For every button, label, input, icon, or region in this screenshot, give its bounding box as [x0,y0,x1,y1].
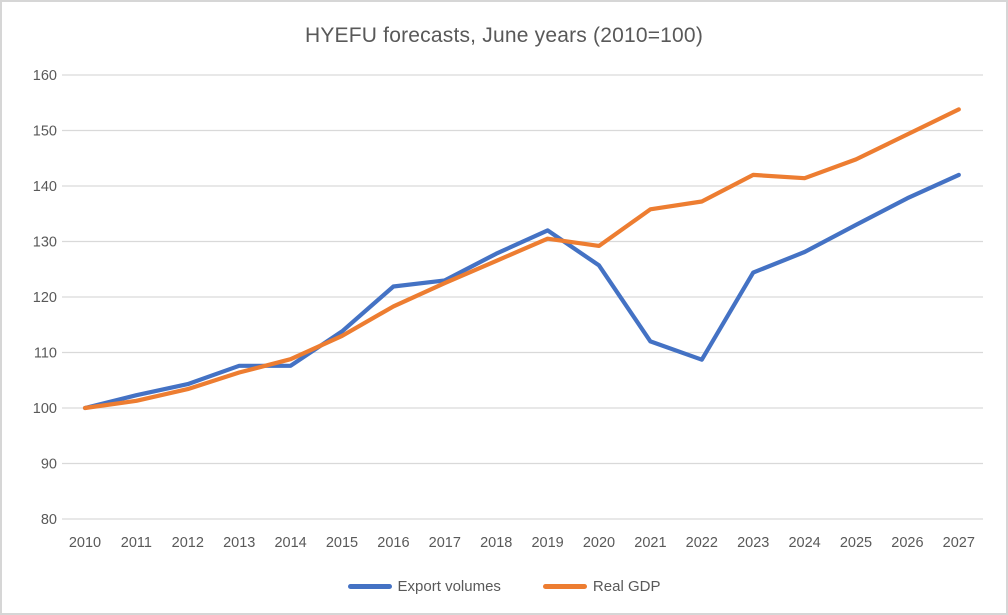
legend-label-real-gdp: Real GDP [592,578,661,595]
y-axis-tick-label: 110 [34,346,57,362]
x-axis-tick-label: 2012 [172,535,204,551]
x-axis-tick-label: 2017 [429,535,461,551]
x-axis-tick-label: 2010 [69,535,101,551]
x-axis-tick-label: 2023 [737,535,769,551]
x-axis-tick-label: 2018 [480,535,512,551]
x-axis-tick-label: 2016 [377,535,409,551]
x-axis-tick-label: 2014 [274,535,306,551]
y-axis-tick-label: 90 [41,457,57,473]
x-axis-tick-label: 2024 [788,535,820,551]
y-axis-tick-label: 160 [33,68,57,84]
chart-title: HYEFU forecasts, June years (2010=100) [304,24,704,47]
x-axis-tick-label: 2013 [223,535,255,551]
legend: Export volumes Real GDP [2,578,1006,595]
x-axis-tick-label: 2021 [634,535,666,551]
x-axis-tick-label: 2020 [583,535,615,551]
x-axis-tick-label: 2025 [840,535,872,551]
x-axis-tick-label: 2027 [943,535,975,551]
y-axis-tick-label: 140 [33,179,57,195]
y-axis-tick-label: 130 [33,235,57,251]
x-axis-tick-label: 2011 [121,535,152,551]
x-axis-tick-label: 2026 [891,535,923,551]
series-line-export-volumes [82,172,961,411]
legend-item-real-gdp[interactable]: Real GDP [542,578,661,595]
legend-label-export-volumes: Export volumes [397,578,501,595]
y-axis-tick-label: 80 [41,512,57,528]
legend-line-icon-real-gdp [542,584,587,589]
legend-line-icon-export-volumes [347,584,392,589]
x-axis-tick-label: 2019 [531,535,563,551]
legend-item-export-volumes[interactable]: Export volumes [347,578,501,595]
series-line-real-gdp [82,107,961,411]
y-axis-tick-label: 120 [33,290,57,306]
y-axis-tick-label: 100 [33,401,57,417]
x-axis-tick-label: 2015 [326,535,358,551]
x-axis-tick-label: 2022 [686,535,718,551]
y-axis-tick-label: 150 [33,124,57,140]
